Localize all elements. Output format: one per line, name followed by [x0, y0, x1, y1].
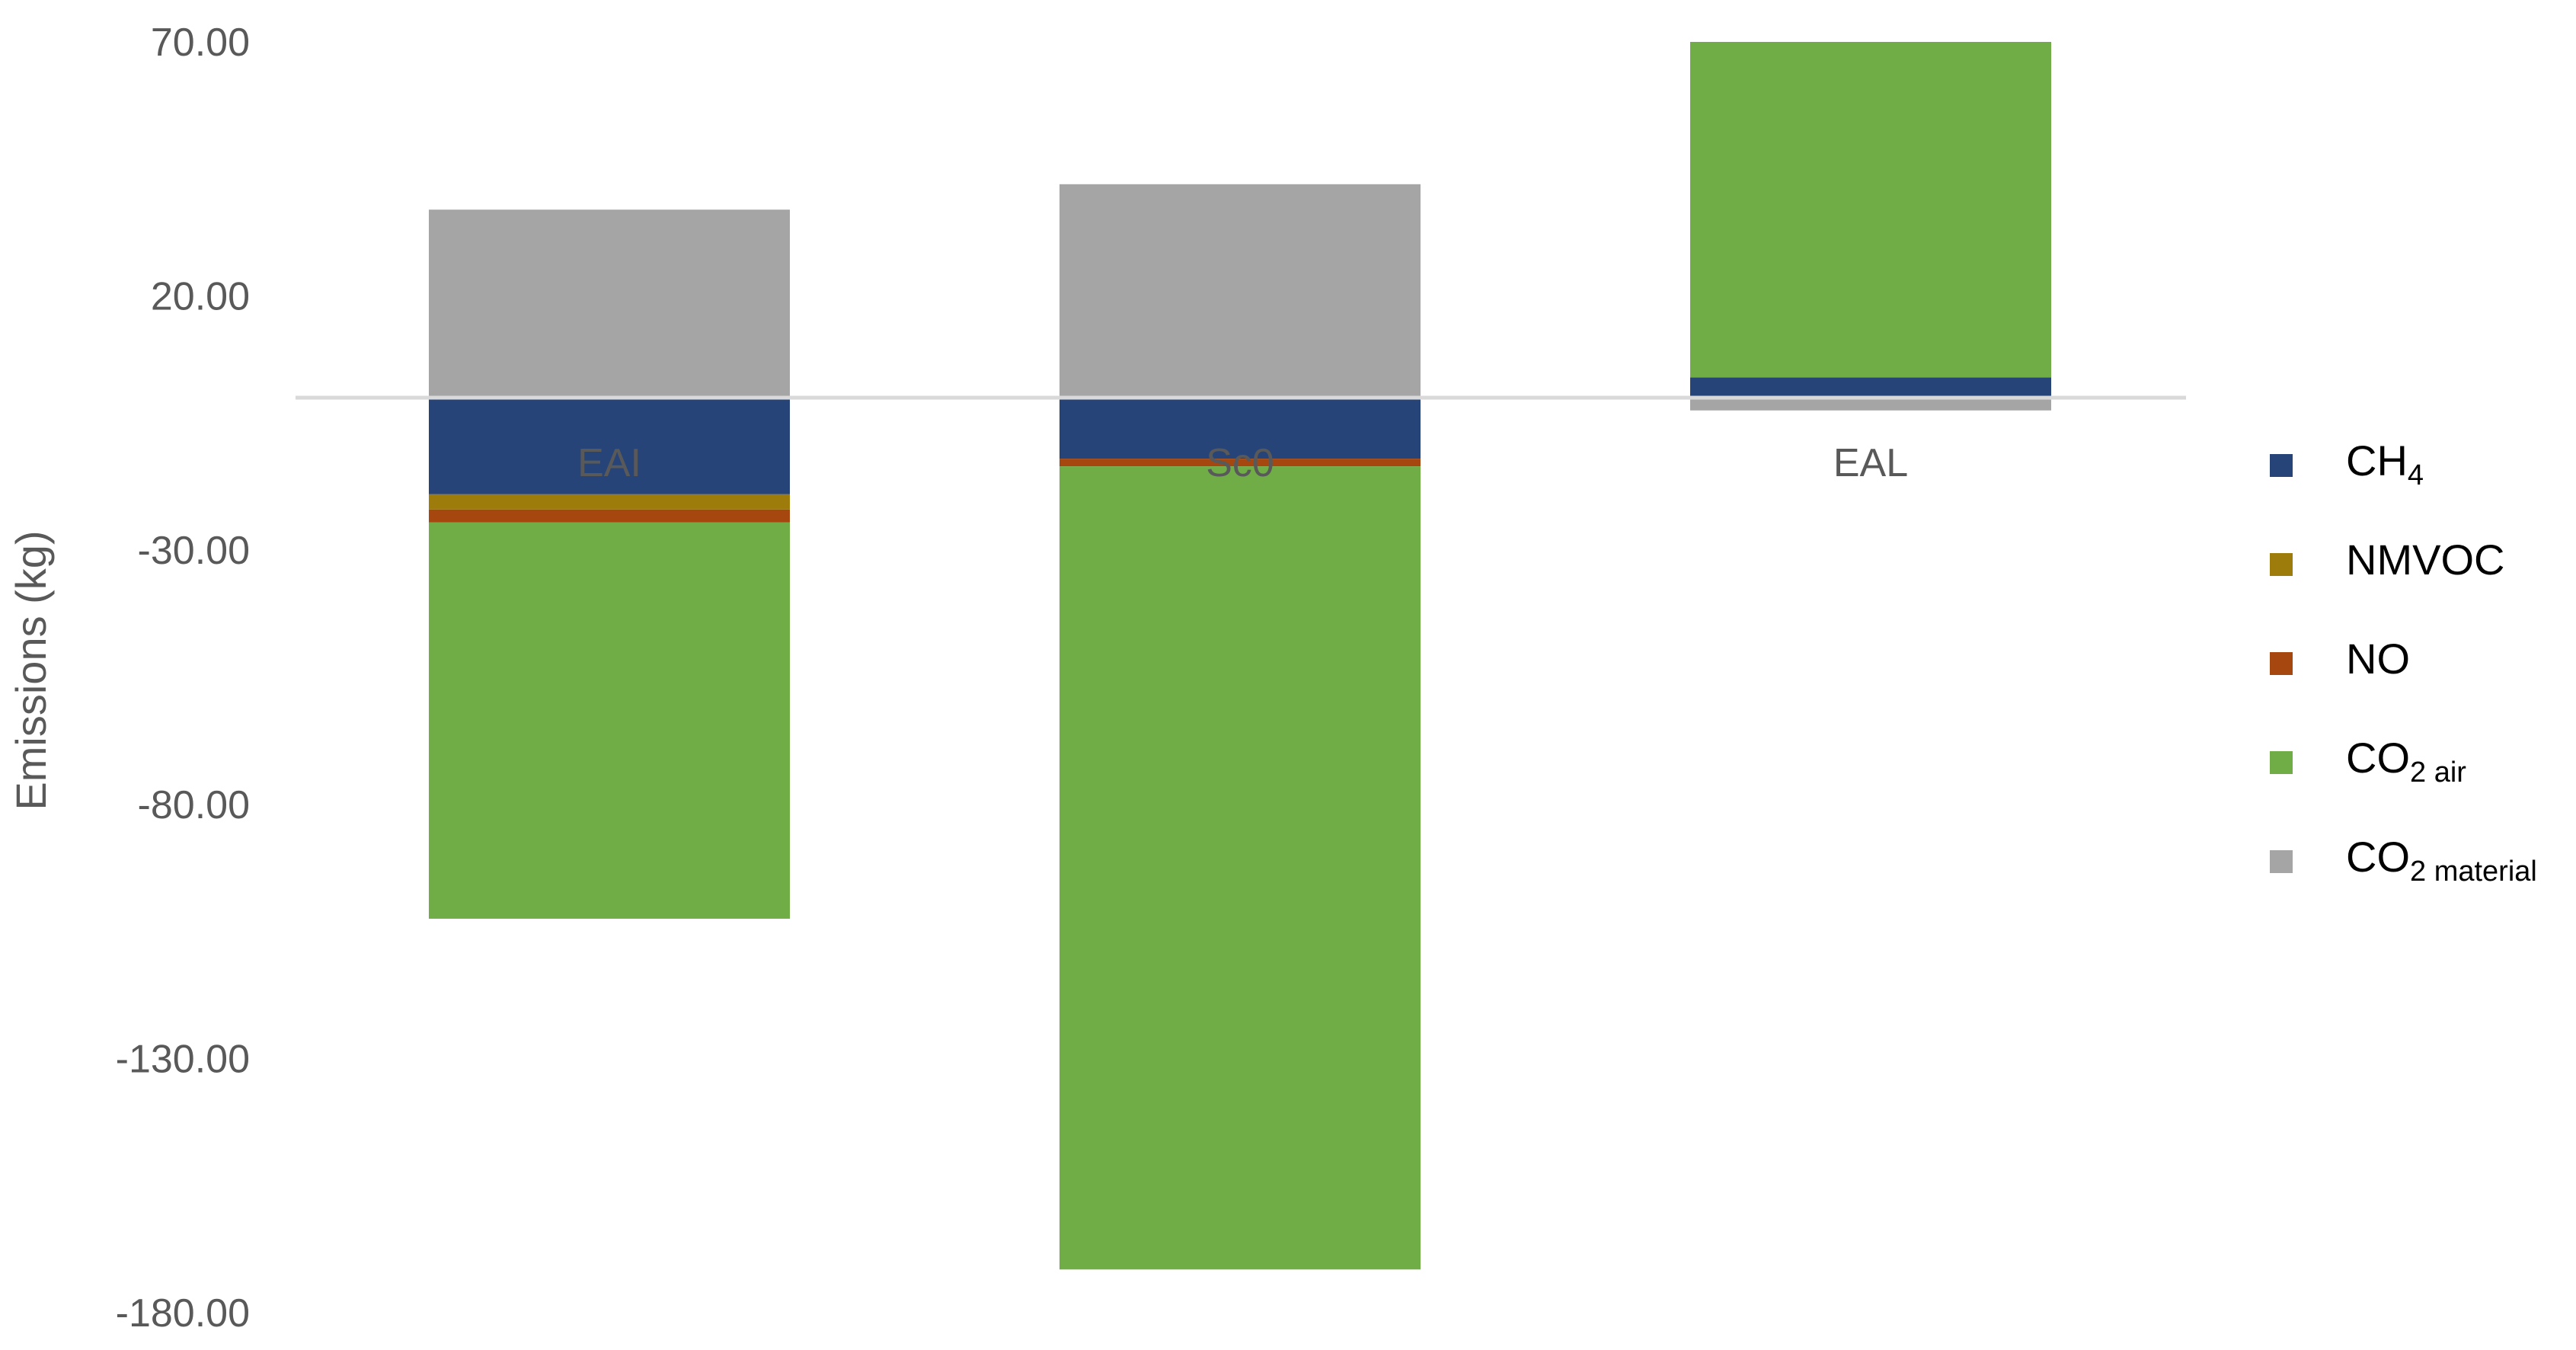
bar-sc0-co2-material	[1059, 184, 1421, 398]
bar-eai-co2-air	[429, 522, 790, 919]
legend: CH4 NMVOC NO CO2 air CO2 material	[2270, 427, 2574, 922]
y-tick-label: -30.00	[138, 529, 250, 573]
y-axis-title: Emissions (kg)	[7, 530, 55, 810]
bar-eai-ch4	[429, 398, 790, 494]
legend-item-nmvoc: NMVOC	[2270, 526, 2574, 625]
y-tick-label: 20.00	[151, 275, 250, 319]
x-category-label: EAI	[577, 441, 641, 485]
bar-sc0-co2-air	[1059, 466, 1421, 1270]
legend-item-co2-material: CO2 material	[2270, 823, 2574, 922]
bar-eai-no	[429, 509, 790, 523]
y-tick-label: -80.00	[138, 783, 250, 827]
legend-swatch-co2-air	[2270, 751, 2293, 774]
x-category-labels: EAI Sc0 EAL	[577, 441, 1908, 485]
y-tick-label: -130.00	[116, 1037, 250, 1081]
bars-layer	[429, 42, 2051, 1270]
x-category-label: Sc0	[1206, 441, 1274, 485]
bar-eal-co2-material	[1690, 398, 2051, 411]
y-axis-ticks: 70.00 20.00 -30.00 -80.00 -130.00 -180.00	[116, 21, 250, 1336]
bar-eai-co2-material	[429, 210, 790, 398]
legend-label-co2-material: CO2 material	[2346, 833, 2537, 888]
y-tick-label: 70.00	[151, 21, 250, 65]
bar-eal-ch4	[1690, 377, 2051, 398]
legend-label-nmvoc: NMVOC	[2346, 536, 2505, 584]
legend-label-no: NO	[2346, 635, 2410, 683]
bar-sc0-no	[1059, 459, 1421, 467]
legend-swatch-no	[2270, 652, 2293, 675]
legend-item-ch4: CH4	[2270, 427, 2574, 526]
y-tick-label: -180.00	[116, 1291, 250, 1336]
legend-item-no: NO	[2270, 625, 2574, 724]
bar-eal-co2-air	[1690, 42, 2051, 378]
x-category-label: EAL	[1833, 441, 1908, 485]
legend-swatch-co2-material	[2270, 850, 2293, 873]
legend-label-ch4: CH4	[2346, 437, 2424, 492]
legend-swatch-ch4	[2270, 454, 2293, 477]
legend-swatch-nmvoc	[2270, 553, 2293, 576]
legend-label-co2-air: CO2 air	[2346, 734, 2466, 789]
bar-sc0-ch4	[1059, 398, 1421, 459]
bar-eai-nmvoc	[429, 494, 790, 510]
legend-item-co2-air: CO2 air	[2270, 724, 2574, 823]
